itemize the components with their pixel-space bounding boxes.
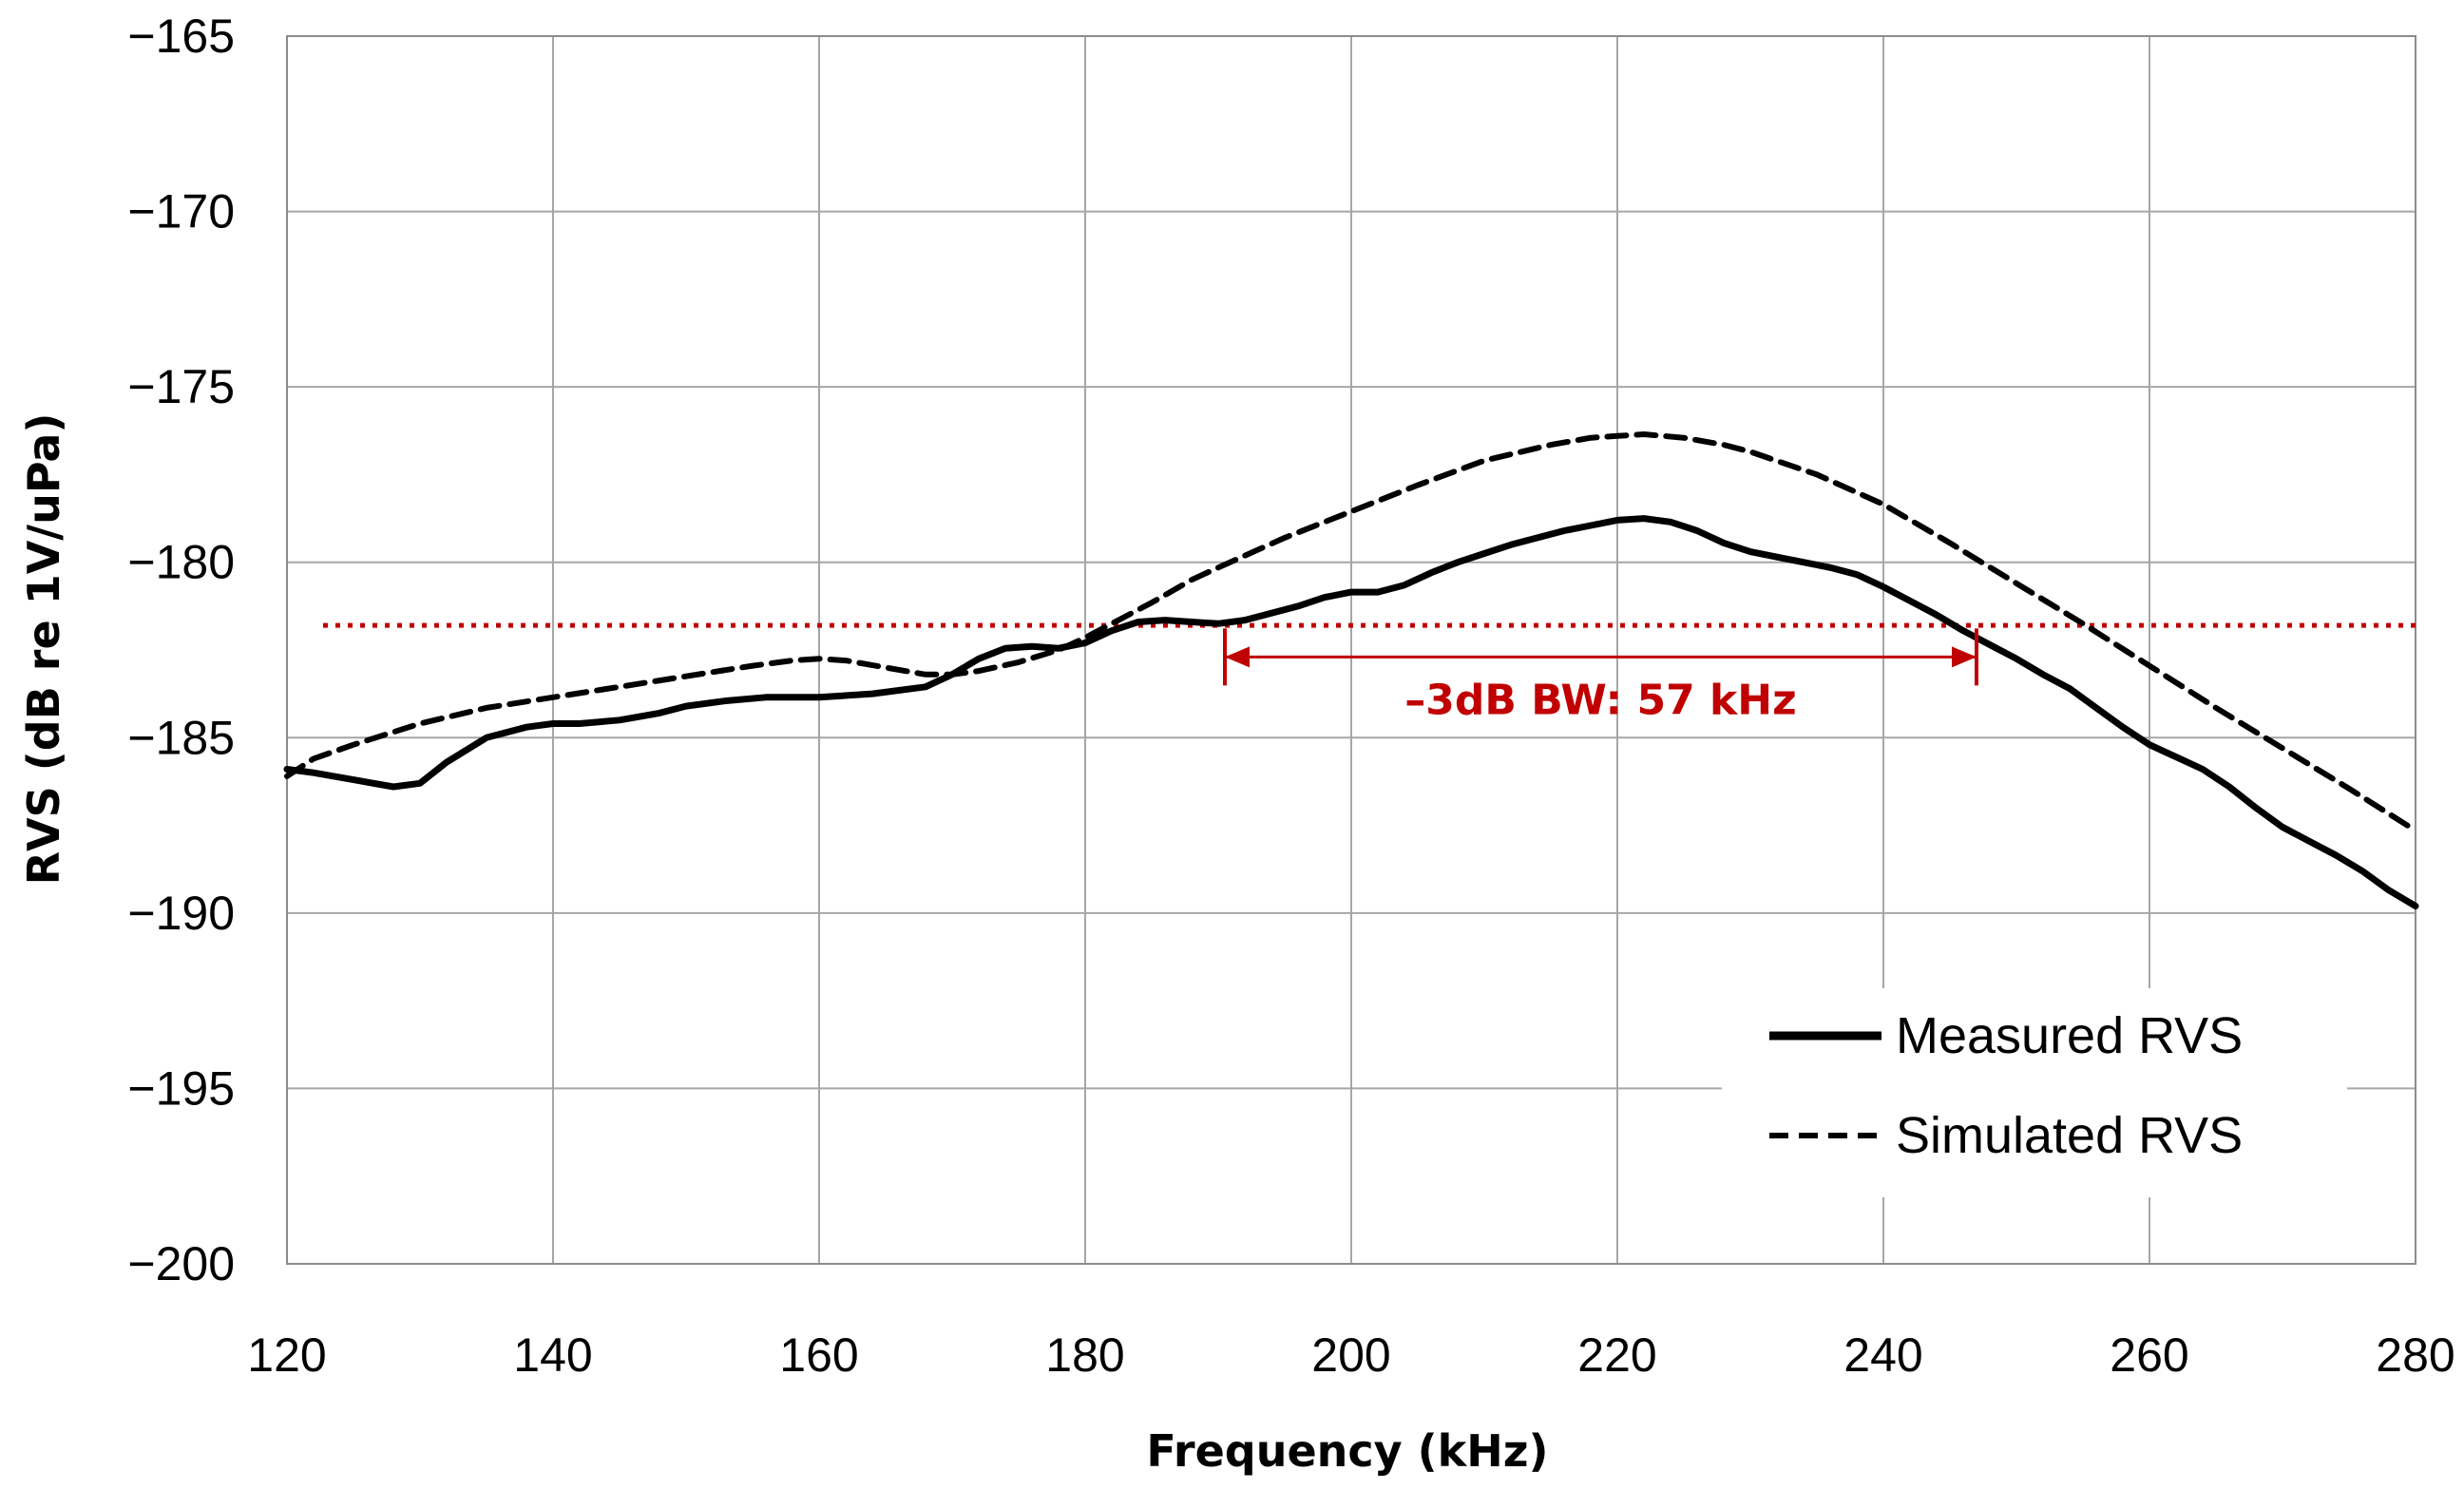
x-axis-title: Frequency (kHz) — [1146, 1425, 1548, 1477]
x-tick-label: 160 — [779, 1328, 858, 1382]
y-tick-labels: −165 −170 −175 −180 −185 −190 −195 −200 — [127, 10, 235, 1290]
plot-area — [286, 35, 2416, 1265]
x-tick-label: 220 — [1577, 1328, 1656, 1382]
y-tick-label: −200 — [127, 1237, 235, 1290]
legend: Measured RVS Simulated RVS — [1722, 988, 2347, 1197]
x-tick-label: 240 — [1843, 1328, 1922, 1382]
series-layer — [283, 431, 2419, 909]
y-tick-label: −185 — [127, 711, 235, 764]
x-tick-label: 260 — [2110, 1328, 2188, 1382]
legend-label-measured: Measured RVS — [1896, 1007, 2243, 1064]
x-tick-label: 280 — [2376, 1328, 2454, 1382]
x-tick-labels: 120 140 160 180 200 220 240 260 280 — [247, 1328, 2454, 1382]
x-tick-label: 180 — [1045, 1328, 1124, 1382]
y-tick-label: −190 — [127, 887, 235, 940]
x-tick-label: 120 — [247, 1328, 326, 1382]
x-tick-label: 200 — [1311, 1328, 1390, 1382]
y-tick-label: −195 — [127, 1061, 235, 1115]
legend-box — [1722, 988, 2347, 1197]
y-tick-label: −175 — [127, 360, 235, 413]
bandwidth-right-arrow — [1952, 646, 1977, 668]
bandwidth-marker: –3dB BW: 57 kHz — [1223, 628, 1978, 724]
plot-border — [286, 35, 2416, 1265]
y-tick-label: −165 — [127, 10, 235, 63]
simulated-rvs-line — [284, 431, 2418, 834]
y-tick-label: −170 — [127, 185, 235, 239]
x-tick-label: 140 — [513, 1328, 592, 1382]
legend-label-simulated: Simulated RVS — [1896, 1107, 2243, 1164]
measured-rvs-line — [283, 515, 2419, 909]
y-axis-title: RVS (dB re 1V/uPa) — [18, 413, 69, 886]
y-tick-label: −180 — [127, 536, 235, 589]
bandwidth-left-arrow — [1225, 646, 1250, 668]
bandwidth-label: –3dB BW: 57 kHz — [1404, 676, 1796, 724]
